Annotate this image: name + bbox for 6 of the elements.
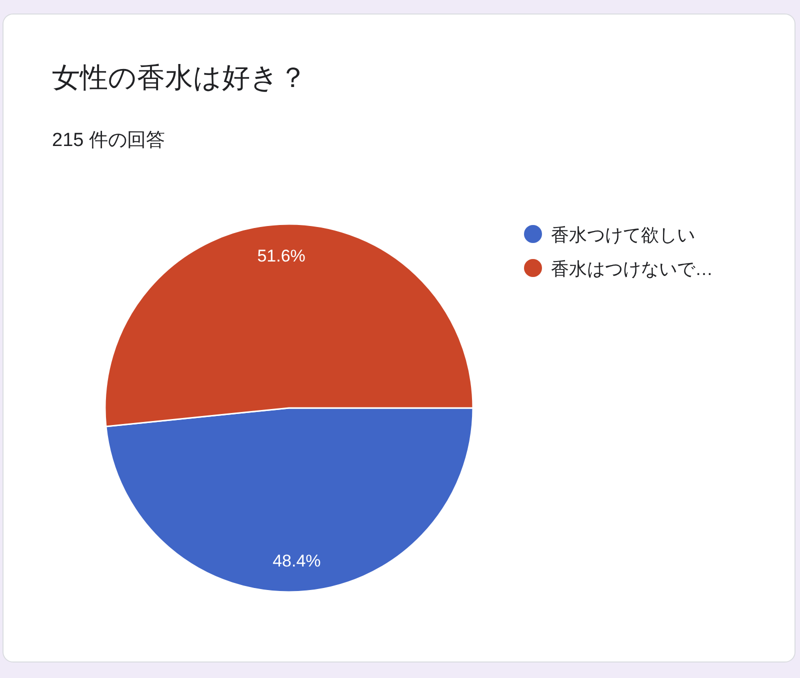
legend-label: 香水はつけないで…: [551, 259, 713, 279]
legend-label: 香水つけて欲しい: [551, 225, 695, 245]
chart-title: 女性の香水は好き？: [52, 62, 307, 93]
data-label: 48.4%: [272, 552, 321, 571]
data-label: 51.6%: [257, 246, 306, 266]
chart-subtitle: 215 件の回答: [52, 130, 165, 151]
